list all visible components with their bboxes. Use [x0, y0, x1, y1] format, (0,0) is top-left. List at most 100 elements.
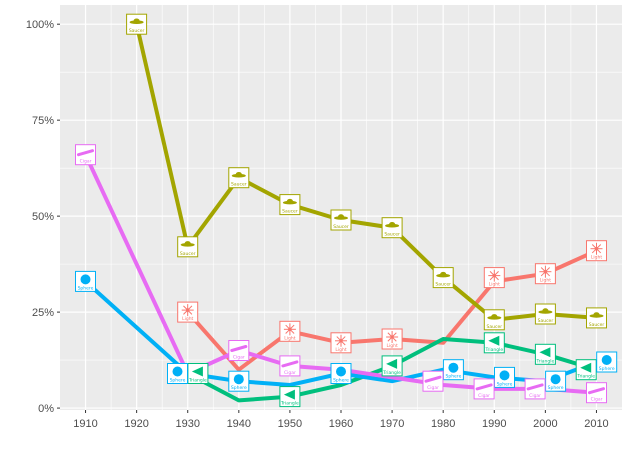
- saucer-dome-icon: [491, 314, 498, 319]
- marker-label: Triangle: [188, 378, 207, 384]
- marker-label: Sphere: [231, 385, 247, 391]
- x-tick-label: 1930: [175, 418, 199, 430]
- y-tick-label: 50%: [32, 211, 54, 223]
- saucer-dome-icon: [338, 214, 344, 219]
- marker-sphere: Sphere: [75, 270, 96, 292]
- saucer-dome-icon: [133, 18, 140, 23]
- marker-cigar: Cigar: [586, 382, 607, 404]
- marker-box: [534, 303, 556, 325]
- marker-saucer: Saucer: [177, 236, 199, 258]
- marker-label: Saucer: [231, 182, 247, 188]
- starburst-core: [594, 246, 599, 251]
- circle-icon: [80, 274, 91, 285]
- triangle-icon: [191, 366, 203, 377]
- y-tick-label: 25%: [32, 307, 54, 319]
- marker-saucer: Saucer: [483, 309, 505, 331]
- marker-box: [228, 340, 250, 361]
- marker-label: Saucer: [487, 324, 503, 330]
- cigar-icon: [526, 383, 544, 391]
- circle-icon: [233, 374, 244, 385]
- marker-label: Sphere: [599, 366, 615, 372]
- marker-sphere: Sphere: [228, 370, 250, 392]
- starburst-core: [543, 269, 548, 274]
- series-line-cigar: [83, 152, 599, 395]
- marker-label: Light: [284, 335, 295, 341]
- marker-box: [75, 144, 96, 166]
- marker-label: Cigar: [427, 385, 439, 391]
- x-tick-label: 1990: [482, 418, 506, 430]
- marker-cigar: Cigar: [524, 378, 546, 400]
- starburst-icon: [386, 331, 399, 343]
- marker-light: Light: [483, 267, 505, 289]
- saucer-dome-icon: [235, 172, 242, 177]
- marker-box: [483, 309, 505, 331]
- marker-label: Light: [182, 316, 193, 322]
- marker-box: [279, 194, 301, 216]
- marker-label: Cigar: [478, 393, 490, 399]
- marker-sphere: Sphere: [494, 366, 515, 388]
- cigar-icon: [230, 345, 248, 352]
- marker-label: Cigar: [80, 159, 92, 165]
- saucer-dome-icon: [184, 241, 191, 246]
- series-line-sphere: [83, 279, 599, 387]
- marker-label: Saucer: [129, 28, 145, 34]
- marker-light: Light: [381, 328, 403, 350]
- marker-label: Saucer: [435, 282, 451, 288]
- marker-label: Cigar: [591, 397, 603, 403]
- marker-light: Light: [586, 240, 607, 262]
- x-tick-label: 1910: [73, 418, 97, 430]
- marker-label: Light: [591, 255, 602, 261]
- starburst-core: [390, 335, 394, 339]
- circle-icon: [172, 366, 183, 377]
- cigar-icon: [281, 360, 299, 368]
- marker-label: Saucer: [538, 318, 554, 324]
- marker-triangle: Triangle: [534, 343, 556, 365]
- x-tick-label: 2000: [533, 418, 557, 430]
- circle-icon: [499, 370, 510, 381]
- y-tick-label: 100%: [26, 19, 54, 31]
- marker-saucer: Saucer: [432, 267, 454, 289]
- x-tick-label: 1920: [124, 418, 148, 430]
- circle-icon: [448, 362, 459, 373]
- marker-box: [330, 209, 352, 231]
- marker-saucer: Saucer: [126, 13, 148, 35]
- saucer-dome-icon: [440, 271, 447, 277]
- marker-sphere: Sphere: [330, 363, 352, 384]
- marker-label: Saucer: [384, 232, 400, 238]
- marker-triangle: Triangle: [381, 355, 403, 377]
- marker-label: Triangle: [576, 374, 595, 380]
- starburst-icon: [335, 334, 347, 347]
- marker-box: [422, 370, 444, 392]
- cigar-icon: [424, 375, 442, 383]
- marker-label: Saucer: [282, 209, 298, 215]
- starburst-core: [339, 339, 343, 343]
- saucer-dome-icon: [286, 198, 293, 204]
- starburst-core: [185, 308, 190, 312]
- circle-icon: [550, 374, 561, 385]
- saucer-dome-icon: [542, 308, 549, 313]
- marker-box: [228, 167, 250, 189]
- marker-label: Saucer: [333, 224, 349, 230]
- triangle-icon: [488, 335, 500, 346]
- x-tick-label: 1950: [278, 418, 302, 430]
- marker-label: Cigar: [529, 393, 541, 399]
- marker-box: [381, 217, 403, 239]
- marker-sphere: Sphere: [442, 359, 464, 381]
- y-tick-label: 75%: [32, 115, 54, 127]
- marker-label: Sphere: [78, 285, 94, 291]
- marker-label: Cigar: [233, 355, 245, 361]
- starburst-core: [288, 327, 292, 332]
- starburst-icon: [539, 265, 552, 278]
- marker-box: [586, 382, 607, 404]
- x-tick-label: 2010: [584, 418, 608, 430]
- marker-box: [279, 355, 301, 377]
- marker-label: Light: [335, 347, 346, 353]
- marker-triangle: Triangle: [279, 386, 301, 408]
- marker-sphere: Sphere: [596, 351, 618, 373]
- circle-icon: [601, 355, 612, 365]
- starburst-icon: [283, 323, 296, 336]
- marker-label: Light: [386, 343, 397, 349]
- marker-label: Light: [489, 282, 500, 288]
- marker-label: Sphere: [548, 385, 564, 391]
